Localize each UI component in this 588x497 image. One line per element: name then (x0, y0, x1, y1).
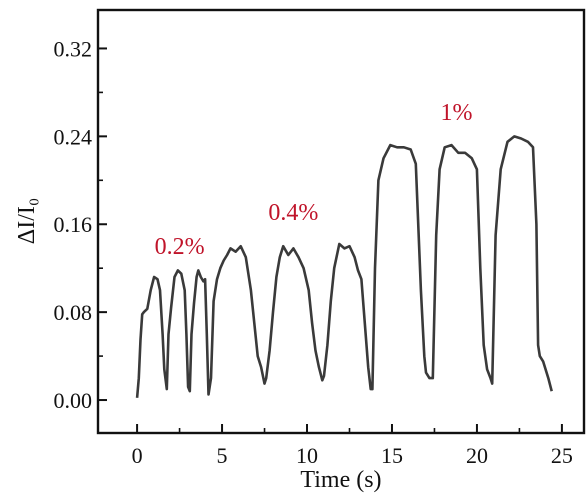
y-tick-label: 0.16 (54, 212, 93, 237)
annotation-label: 0.2% (155, 234, 205, 260)
x-tick-label: 5 (217, 443, 228, 468)
x-tick-label: 20 (466, 443, 488, 468)
x-tick-label: 15 (381, 443, 403, 468)
ticks (98, 47, 563, 433)
x-axis-title: Time (s) (300, 467, 381, 493)
tick-labels: 0 5 10 15 20 25 0.00 0.08 0.16 0.24 0.32 (54, 36, 573, 468)
x-tick-label: 25 (551, 443, 573, 468)
y-tick-label: 0.08 (54, 300, 93, 325)
y-tick-label: 0.32 (54, 36, 93, 61)
annotation-label: 0.4% (268, 200, 318, 226)
x-tick-label: 10 (296, 443, 318, 468)
y-tick-label: 0.00 (54, 388, 93, 413)
annotation-label: 1% (441, 100, 473, 126)
x-tick-label: 0 (132, 443, 143, 468)
annotations: 0.2% 0.4% 1% (155, 100, 473, 260)
series-line (135, 135, 553, 398)
y-axis-title: ΔI/I₀ (14, 198, 40, 244)
plot-frame (96, 8, 586, 435)
y-tick-label: 0.24 (54, 124, 93, 149)
